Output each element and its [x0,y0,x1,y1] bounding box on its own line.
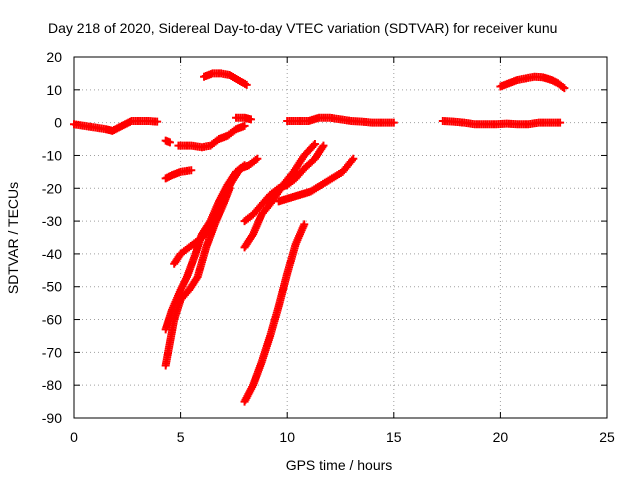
series-14 [283,113,398,127]
y-tick-label: -90 [42,410,62,426]
series-16 [496,72,569,93]
series-1 [70,116,162,135]
y-tick-label: -50 [42,279,62,295]
chart-title: Day 218 of 2020, Sidereal Day-to-day VTE… [48,20,557,36]
series-13 [274,154,358,206]
data-marks [70,69,569,406]
data-point [558,82,567,91]
x-tick-label: 5 [177,429,185,445]
y-tick-label: -30 [42,213,62,229]
y-tick-label: -70 [42,344,62,360]
data-point [246,115,255,124]
y-tick-label: 0 [54,115,62,131]
data-point [153,117,162,126]
series-10 [240,220,309,406]
x-axis-label: GPS time / hours [286,457,393,473]
x-tick-label: 20 [493,429,509,445]
y-axis-label: SDTVAR / TECUs [5,182,21,294]
data-point [165,138,174,147]
data-point [242,80,251,89]
data-point [187,166,196,175]
data-point [560,84,569,93]
x-tick-label: 25 [599,429,615,445]
y-tick-label: -10 [42,147,62,163]
ticks: -90 -80 -70 -60 -50 -40 -30 -20 -10 0 10 20 0 5 10 15 20… [42,49,615,445]
grid [74,57,607,418]
data-point [240,121,249,130]
y-tick-label: -20 [42,180,62,196]
series-12 [240,141,328,226]
series-6 [170,154,262,268]
series-15 [438,116,565,129]
x-tick-label: 0 [70,429,78,445]
data-point [349,154,358,163]
y-tick-label: -40 [42,246,62,262]
data-point [300,220,309,229]
data-point [389,118,398,127]
y-tick-label: 20 [46,49,62,65]
data-point [556,118,565,127]
series-2 [161,136,174,147]
data-point [319,141,328,150]
x-tick-label: 15 [386,429,402,445]
series-4 [161,184,234,370]
data-point [253,154,262,163]
data-point [318,143,327,152]
series-9 [232,113,255,124]
y-tick-label: 10 [46,82,62,98]
series-8 [200,69,251,89]
series-3 [161,166,196,183]
data-point [347,156,356,165]
y-tick-label: -60 [42,312,62,328]
series-7 [174,121,249,152]
y-tick-label: -80 [42,377,62,393]
data-point [310,139,319,148]
x-tick-label: 10 [279,429,295,445]
data-point [309,141,318,150]
plot-frame [73,56,608,419]
